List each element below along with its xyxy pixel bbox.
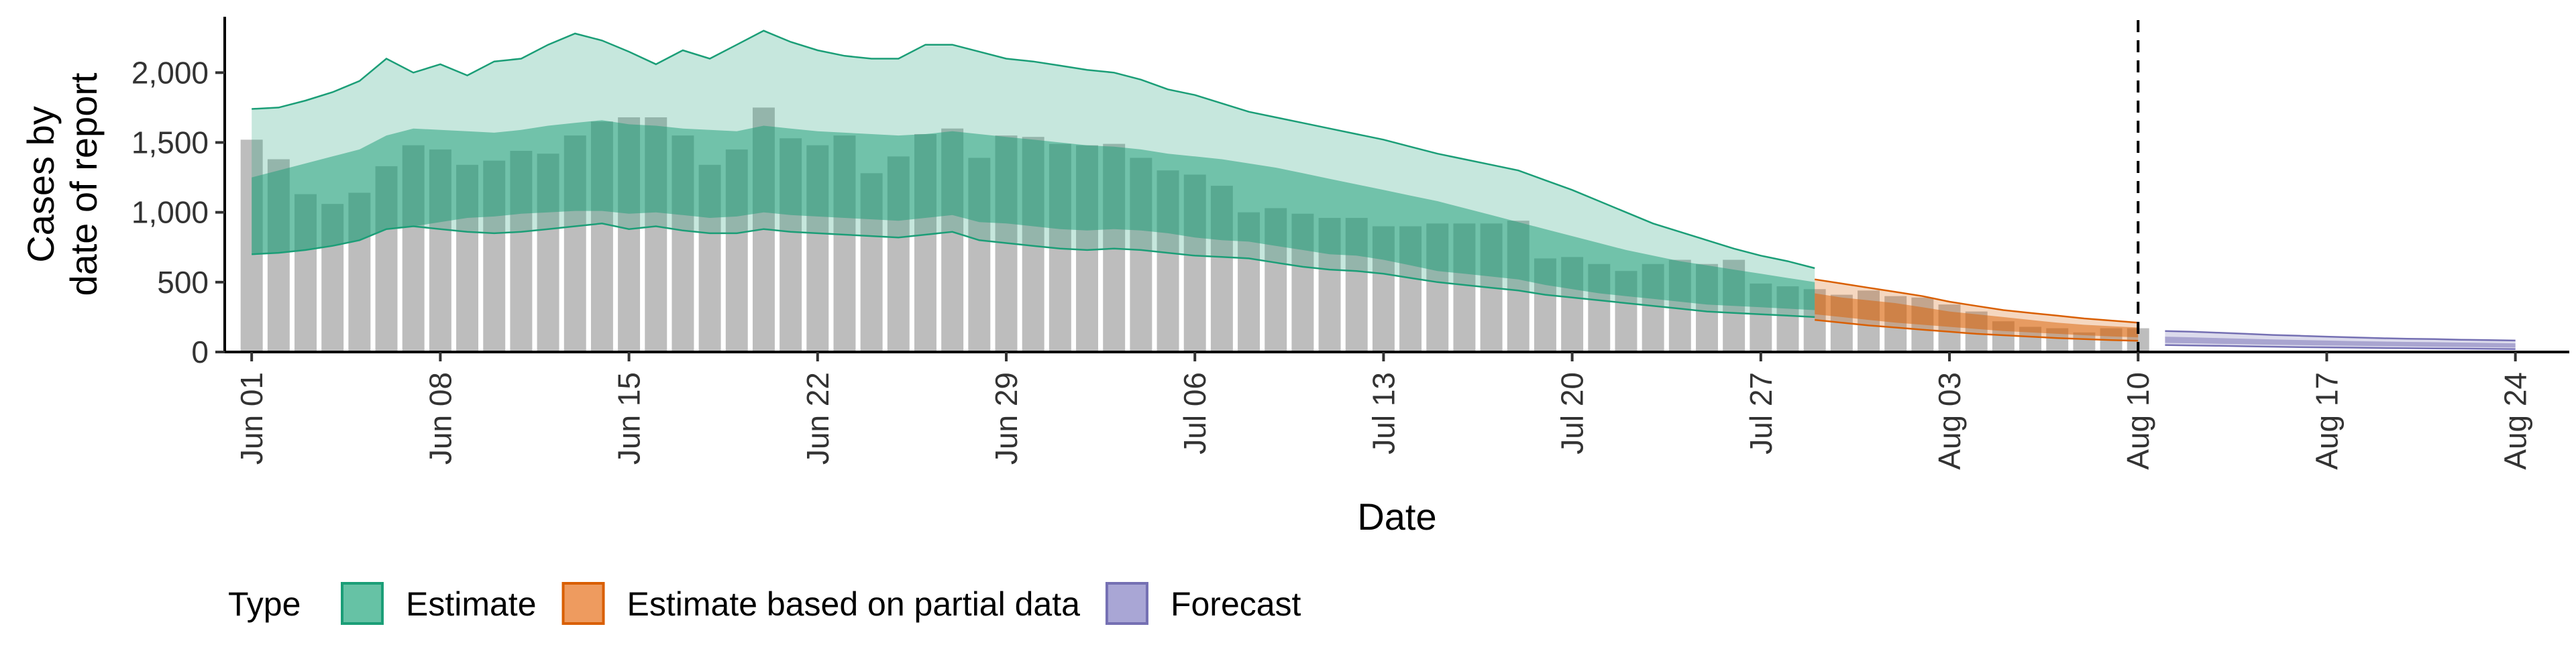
forecast-upper-line: [2165, 330, 2516, 342]
legend-label-estimate-based-on-partial-data: Estimate based on partial data: [627, 585, 1081, 623]
y-tick-label-3: 1,500: [131, 125, 209, 160]
legend-label-forecast: Forecast: [1171, 585, 1301, 623]
x-tick-label-5: Jul 06: [1177, 372, 1212, 455]
estimate-based-on-partial-data-lower-line: [1815, 318, 2139, 342]
x-tick-label-7: Jul 20: [1555, 372, 1590, 455]
x-tick-label-10: Aug 10: [2121, 372, 2155, 470]
y-axis-title: Cases bydate of report: [19, 72, 105, 296]
y-tick-label-4: 2,000: [131, 55, 209, 90]
legend-key-forecast: [1105, 582, 1148, 625]
legend-label-estimate: Estimate: [406, 585, 537, 623]
legend: Type Estimate Estimate based on partial d…: [228, 582, 1301, 625]
x-axis-title: Date: [1357, 495, 1436, 538]
x-tick-label-9: Aug 03: [1932, 372, 1967, 470]
x-tick-label-0: Jun 01: [234, 372, 269, 465]
y-axis-title-line-1: date of report: [62, 72, 105, 296]
forecast-lower-line: [2165, 344, 2516, 351]
x-tick-label-8: Jul 27: [1743, 372, 1778, 455]
y-axis-title-line-0: Cases by: [19, 106, 62, 262]
y-tick-label-2: 1,000: [131, 195, 209, 230]
x-tick-label-6: Jul 13: [1366, 372, 1401, 455]
estimate-band-50: [252, 120, 1815, 310]
estimate-lower-line: [252, 223, 1815, 318]
x-tick-label-3: Jun 22: [800, 372, 835, 465]
x-tick-label-1: Jun 08: [423, 372, 458, 465]
bar-68: [2073, 332, 2096, 352]
y-tick-label-1: 500: [157, 265, 209, 300]
x-tick-label-11: Aug 17: [2309, 372, 2344, 470]
x-tick-label-4: Jun 29: [989, 372, 1024, 465]
x-tick-label-12: Aug 24: [2498, 372, 2533, 470]
legend-title: Type: [228, 585, 301, 623]
estimate-upper-line: [252, 30, 1815, 270]
axes: 0 500 1,000 1,500 2,000 Jun 01 Jun 08 Jun 15 Jun…: [131, 17, 2569, 470]
forecast-band-50: [2165, 337, 2516, 348]
estimate-based-on-partial-data-upper-line: [1815, 278, 2139, 324]
estimate-based-on-partial-data-band-50: [1815, 293, 2139, 338]
y-tick-label-0: 0: [191, 335, 209, 369]
legend-key-estimate-based-on-partial-data: [561, 582, 605, 625]
estimate-bands: [252, 30, 2516, 351]
legend-key-estimate: [341, 582, 384, 625]
x-tick-label-2: Jun 15: [612, 372, 647, 465]
